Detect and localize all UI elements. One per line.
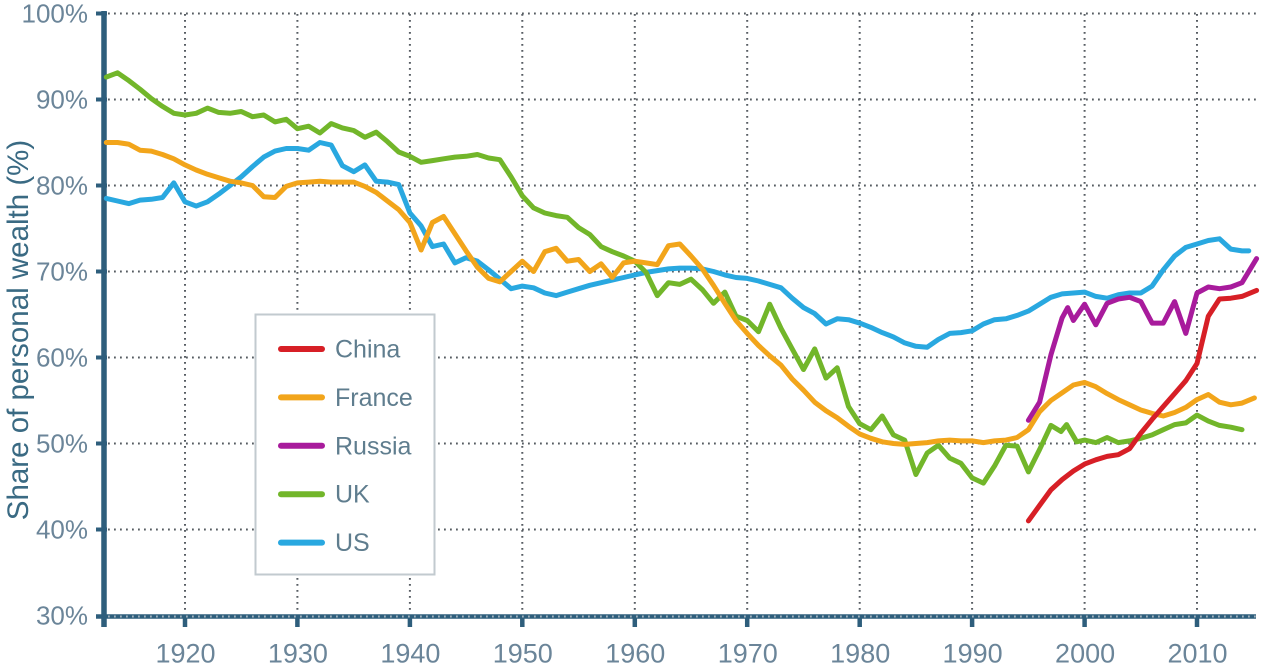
svg-text:80%: 80% [36, 171, 88, 201]
svg-text:1940: 1940 [380, 639, 440, 668]
svg-text:100%: 100% [22, 0, 89, 29]
svg-text:1930: 1930 [268, 639, 328, 668]
svg-text:US: US [335, 529, 370, 557]
svg-text:1960: 1960 [605, 639, 665, 668]
svg-text:1980: 1980 [830, 639, 890, 668]
svg-text:60%: 60% [36, 343, 88, 373]
svg-text:1990: 1990 [943, 639, 1003, 668]
svg-text:Share of personal wealth (%): Share of personal wealth (%) [2, 140, 35, 520]
svg-text:Russia: Russia [335, 432, 412, 460]
svg-text:UK: UK [335, 481, 370, 509]
svg-text:90%: 90% [36, 85, 88, 115]
svg-text:1950: 1950 [493, 639, 553, 668]
svg-text:China: China [335, 336, 400, 364]
svg-text:2000: 2000 [1055, 639, 1115, 668]
svg-text:France: France [335, 384, 413, 412]
svg-text:30%: 30% [36, 601, 88, 631]
svg-text:70%: 70% [36, 257, 88, 287]
svg-text:40%: 40% [36, 515, 88, 545]
svg-text:2010: 2010 [1167, 639, 1227, 668]
svg-text:1920: 1920 [155, 639, 215, 668]
svg-text:1970: 1970 [718, 639, 778, 668]
svg-text:50%: 50% [36, 429, 88, 459]
